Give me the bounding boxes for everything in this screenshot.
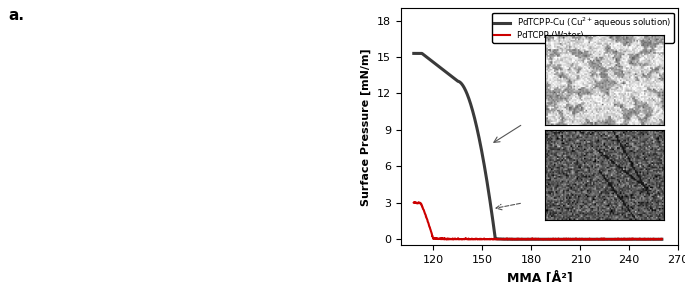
Y-axis label: Surface Pressure [mN/m]: Surface Pressure [mN/m] [361, 48, 371, 206]
Text: b.: b. [367, 0, 384, 1]
X-axis label: MMA [Å²]: MMA [Å²] [507, 271, 572, 282]
PdTCPP-Cu (Cu$^{2+}$aqueous solution) [603, 237, 611, 241]
PdTCPP (Water) [580, 237, 588, 241]
PdTCPP-Cu (Cu$^{2+}$aqueous solution) [410, 52, 418, 55]
Text: a.: a. [8, 8, 24, 23]
PdTCPP (Water) [519, 237, 527, 241]
PdTCPP (Water) [435, 237, 443, 241]
PdTCPP-Cu (Cu$^{2+}$aqueous solution) [658, 237, 666, 241]
PdTCPP (Water) [608, 237, 616, 241]
PdTCPP-Cu (Cu$^{2+}$aqueous solution) [519, 237, 527, 241]
PdTCPP (Water) [510, 237, 519, 241]
PdTCPP (Water) [658, 237, 666, 241]
PdTCPP (Water) [603, 237, 612, 241]
Line: PdTCPP (Water): PdTCPP (Water) [414, 202, 662, 239]
PdTCPP (Water) [437, 237, 445, 241]
Legend: PdTCPP-Cu (Cu$^{2+}$aqueous solution), PdTCPP (Water): PdTCPP-Cu (Cu$^{2+}$aqueous solution), P… [492, 13, 674, 43]
PdTCPP-Cu (Cu$^{2+}$aqueous solution) [435, 65, 443, 69]
PdTCPP-Cu (Cu$^{2+}$aqueous solution) [510, 237, 519, 241]
PdTCPP-Cu (Cu$^{2+}$aqueous solution) [580, 237, 588, 241]
PdTCPP (Water) [410, 201, 418, 204]
Line: PdTCPP-Cu (Cu$^{2+}$aqueous solution): PdTCPP-Cu (Cu$^{2+}$aqueous solution) [414, 53, 662, 239]
PdTCPP-Cu (Cu$^{2+}$aqueous solution) [608, 237, 616, 241]
PdTCPP (Water) [411, 201, 419, 204]
